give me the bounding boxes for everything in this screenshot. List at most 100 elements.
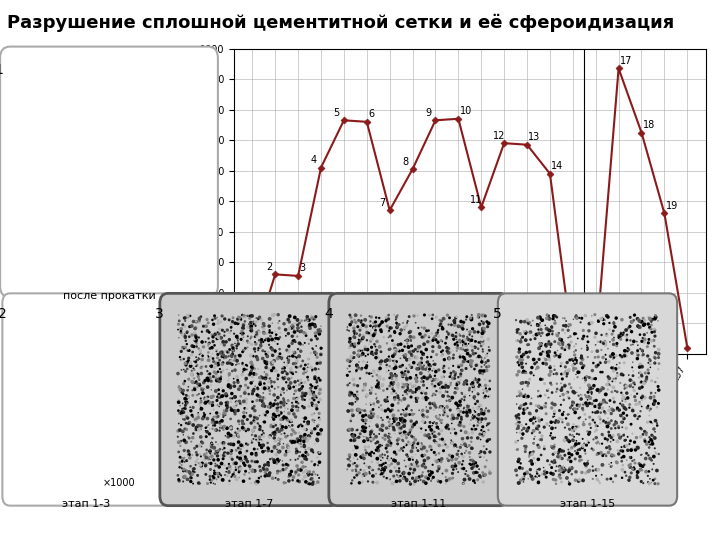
Point bbox=[240, 344, 251, 353]
Point bbox=[254, 422, 266, 430]
Point bbox=[195, 394, 207, 403]
Point bbox=[420, 393, 432, 402]
Point bbox=[270, 367, 282, 375]
Point bbox=[397, 469, 409, 478]
Point bbox=[225, 352, 237, 360]
Point bbox=[389, 463, 400, 472]
Point bbox=[401, 475, 413, 484]
Point bbox=[233, 360, 245, 368]
Point bbox=[513, 418, 524, 427]
Point bbox=[297, 475, 309, 484]
Point bbox=[438, 406, 450, 415]
Point bbox=[628, 379, 639, 387]
Point bbox=[514, 388, 526, 396]
Point bbox=[416, 355, 428, 364]
Point bbox=[188, 342, 199, 351]
Point bbox=[306, 446, 318, 454]
Point bbox=[454, 443, 466, 451]
Point bbox=[291, 448, 302, 456]
Point bbox=[373, 382, 384, 391]
Point bbox=[549, 441, 560, 449]
Point bbox=[291, 406, 302, 414]
Point bbox=[544, 362, 556, 370]
Point bbox=[192, 421, 203, 430]
Point bbox=[426, 329, 438, 338]
Point bbox=[556, 359, 567, 368]
Point bbox=[251, 435, 262, 444]
Point bbox=[551, 369, 562, 378]
Point bbox=[248, 385, 260, 394]
Point bbox=[602, 414, 613, 423]
Point bbox=[272, 340, 284, 348]
Point bbox=[180, 314, 192, 322]
Point bbox=[289, 429, 301, 437]
Point bbox=[456, 434, 468, 443]
Point bbox=[405, 460, 417, 469]
Point bbox=[624, 325, 636, 334]
Point bbox=[451, 343, 463, 352]
Point bbox=[204, 362, 215, 370]
Point bbox=[618, 431, 629, 440]
Point bbox=[269, 444, 280, 453]
Point bbox=[288, 472, 300, 481]
Point bbox=[195, 425, 207, 434]
Point bbox=[185, 477, 197, 486]
Point bbox=[264, 471, 275, 480]
Point bbox=[426, 375, 437, 383]
Point bbox=[391, 467, 402, 476]
Point bbox=[597, 338, 608, 347]
Point bbox=[366, 348, 377, 356]
Point bbox=[273, 335, 284, 343]
Point bbox=[549, 407, 560, 416]
Point bbox=[610, 377, 621, 386]
Point bbox=[606, 388, 618, 396]
Point bbox=[361, 407, 372, 416]
Point bbox=[200, 470, 212, 479]
Point bbox=[234, 463, 246, 472]
Point bbox=[294, 438, 305, 447]
Point bbox=[312, 461, 324, 469]
Point bbox=[536, 470, 548, 478]
Point bbox=[405, 332, 416, 340]
Point bbox=[405, 386, 416, 395]
Point bbox=[475, 406, 487, 415]
Point bbox=[220, 391, 232, 400]
Point bbox=[598, 432, 609, 441]
Point bbox=[536, 325, 547, 334]
Point bbox=[384, 374, 395, 382]
Point bbox=[626, 404, 638, 413]
Point bbox=[293, 437, 305, 446]
Point bbox=[292, 363, 303, 372]
Point bbox=[635, 465, 647, 474]
Point bbox=[518, 477, 529, 486]
Point bbox=[448, 465, 459, 474]
Point bbox=[572, 334, 583, 343]
Point bbox=[625, 420, 636, 429]
Point bbox=[369, 368, 381, 377]
Point bbox=[248, 402, 260, 410]
Point bbox=[302, 418, 314, 427]
Point bbox=[398, 372, 410, 381]
Point bbox=[428, 382, 439, 391]
Point bbox=[195, 312, 207, 321]
Point bbox=[196, 442, 207, 451]
Point bbox=[607, 363, 618, 372]
Point bbox=[578, 332, 590, 341]
Point bbox=[641, 373, 652, 381]
Point bbox=[433, 332, 444, 340]
Point bbox=[376, 461, 387, 470]
Point bbox=[454, 458, 465, 467]
Point bbox=[614, 434, 626, 442]
Point bbox=[437, 469, 449, 478]
Point bbox=[420, 404, 431, 413]
Point bbox=[315, 395, 326, 404]
Point bbox=[605, 475, 616, 483]
Point bbox=[553, 329, 564, 338]
Point bbox=[411, 417, 423, 426]
Point bbox=[296, 392, 307, 401]
Point bbox=[452, 361, 464, 370]
Point bbox=[267, 311, 279, 320]
Point bbox=[405, 333, 416, 341]
Point bbox=[484, 385, 495, 394]
Point bbox=[621, 326, 632, 334]
